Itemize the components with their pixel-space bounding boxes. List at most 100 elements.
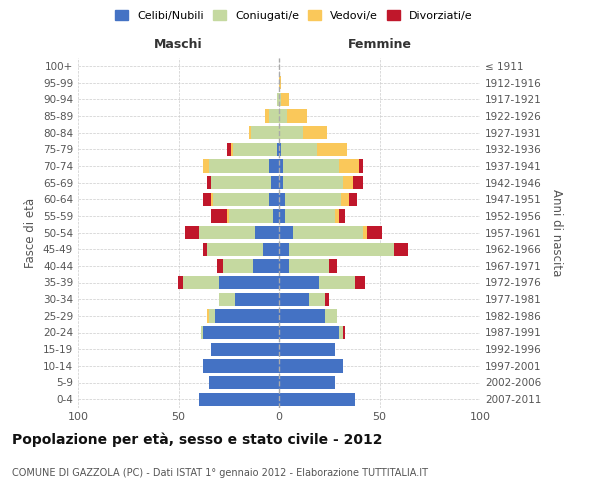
Bar [279,259,289,272]
Bar [209,376,279,389]
Bar [277,92,279,106]
Bar [199,226,255,239]
Bar [212,192,269,206]
Bar [179,276,182,289]
Text: Femmine: Femmine [347,38,412,51]
Bar [279,126,303,139]
Bar [203,359,279,372]
Bar [285,209,335,222]
Bar [277,142,279,156]
Bar [287,109,307,122]
Bar [359,159,364,172]
Bar [223,259,253,272]
Bar [335,209,340,222]
Bar [279,342,335,356]
Bar [367,226,382,239]
Bar [255,226,279,239]
Bar [233,142,277,156]
Bar [283,159,340,172]
Bar [279,159,283,172]
Bar [289,242,394,256]
Bar [279,92,281,106]
Bar [364,226,367,239]
Bar [227,142,231,156]
Bar [341,192,349,206]
Bar [209,159,269,172]
Bar [203,192,211,206]
Bar [349,192,358,206]
Text: Popolazione per età, sesso e stato civile - 2012: Popolazione per età, sesso e stato civil… [12,432,383,447]
Bar [203,326,279,339]
Bar [209,309,215,322]
Bar [303,126,327,139]
Bar [343,176,353,189]
Bar [394,242,407,256]
Bar [211,192,212,206]
Bar [271,176,279,189]
Bar [273,209,279,222]
Bar [281,142,317,156]
Legend: Celibi/Nubili, Coniugati/e, Vedovi/e, Divorziati/e: Celibi/Nubili, Coniugati/e, Vedovi/e, Di… [111,6,477,25]
Bar [199,392,279,406]
Bar [340,326,343,339]
Bar [218,276,279,289]
Bar [211,342,279,356]
Bar [325,309,337,322]
Bar [340,159,359,172]
Bar [279,326,340,339]
Bar [343,326,346,339]
Bar [285,192,341,206]
Bar [355,276,365,289]
Bar [217,259,223,272]
Bar [289,259,329,272]
Bar [211,209,227,222]
Bar [279,276,319,289]
Bar [227,209,229,222]
Bar [279,376,335,389]
Bar [206,309,209,322]
Bar [211,176,271,189]
Bar [251,126,279,139]
Bar [203,159,209,172]
Bar [283,176,343,189]
Bar [229,209,273,222]
Y-axis label: Anni di nascita: Anni di nascita [550,189,563,276]
Bar [253,259,279,272]
Bar [281,92,289,106]
Bar [279,242,289,256]
Bar [269,109,279,122]
Bar [279,392,355,406]
Bar [279,292,309,306]
Bar [340,209,346,222]
Bar [279,209,285,222]
Bar [329,259,337,272]
Bar [249,126,251,139]
Y-axis label: Fasce di età: Fasce di età [25,198,37,268]
Bar [231,142,233,156]
Bar [279,192,285,206]
Bar [317,142,347,156]
Bar [325,292,329,306]
Bar [206,176,211,189]
Bar [269,192,279,206]
Bar [206,242,263,256]
Text: COMUNE DI GAZZOLA (PC) - Dati ISTAT 1° gennaio 2012 - Elaborazione TUTTITALIA.IT: COMUNE DI GAZZOLA (PC) - Dati ISTAT 1° g… [12,468,428,477]
Bar [279,359,343,372]
Bar [203,242,206,256]
Bar [263,242,279,256]
Bar [309,292,325,306]
Bar [185,226,199,239]
Text: Maschi: Maschi [154,38,203,51]
Bar [279,226,293,239]
Bar [265,109,269,122]
Bar [200,326,203,339]
Bar [279,176,283,189]
Bar [279,142,281,156]
Bar [182,276,218,289]
Bar [353,176,364,189]
Bar [319,276,355,289]
Bar [279,309,325,322]
Bar [218,292,235,306]
Bar [293,226,364,239]
Bar [279,76,281,89]
